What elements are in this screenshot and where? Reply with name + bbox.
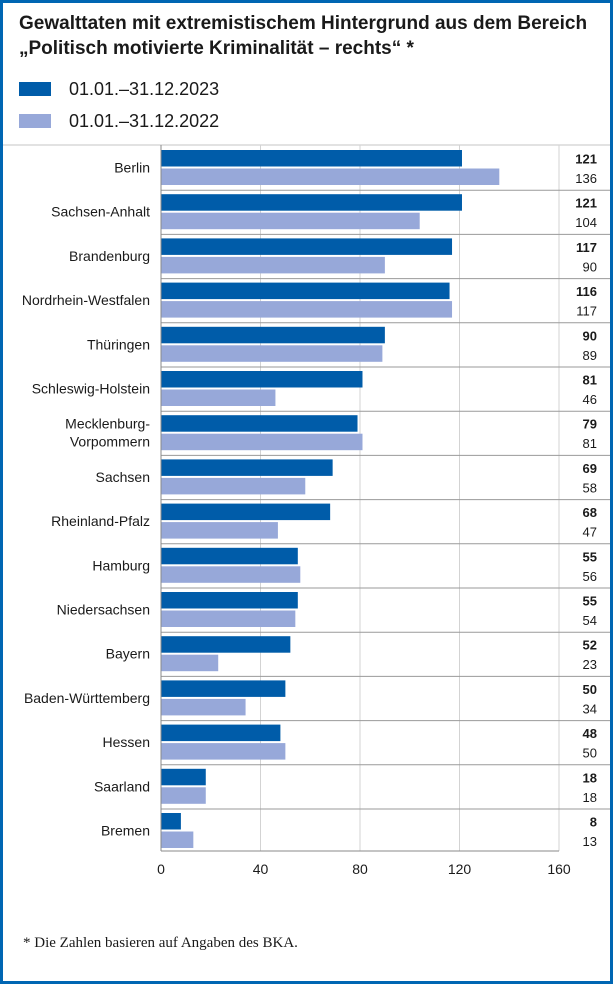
value-label-2022: 104 bbox=[575, 215, 597, 230]
bar-2023 bbox=[161, 503, 331, 521]
category-label: Hessen bbox=[103, 734, 150, 750]
bar-2023 bbox=[161, 371, 363, 388]
bar-2023 bbox=[161, 680, 286, 697]
bar-2022 bbox=[161, 831, 194, 848]
value-label-2023: 121 bbox=[575, 196, 597, 211]
bar-2022 bbox=[161, 433, 363, 451]
value-label-2022: 18 bbox=[583, 790, 597, 805]
category-label: Nordrhein-Westfalen bbox=[22, 292, 150, 308]
bar-2023 bbox=[161, 194, 462, 211]
value-label-2023: 48 bbox=[583, 726, 597, 741]
bar-2023 bbox=[161, 636, 291, 653]
legend-item-2022: 01.01.–31.12.2022 bbox=[19, 109, 219, 133]
category-label: Saarland bbox=[94, 778, 150, 794]
category-label: Rheinland-Pfalz bbox=[51, 513, 150, 529]
bar-2022 bbox=[161, 168, 500, 185]
category-label: Berlin bbox=[114, 160, 150, 176]
bar-2022 bbox=[161, 787, 206, 804]
category-label: Brandenburg bbox=[69, 248, 150, 264]
value-label-2022: 13 bbox=[583, 834, 597, 849]
category-label: Sachsen bbox=[96, 469, 150, 485]
x-tick-label: 40 bbox=[253, 861, 269, 877]
legend-label-2022: 01.01.–31.12.2022 bbox=[69, 110, 220, 131]
value-label-2022: 89 bbox=[583, 348, 597, 363]
x-tick-label: 160 bbox=[547, 861, 571, 877]
value-label-2022: 46 bbox=[583, 392, 597, 407]
category-label: Sachsen-Anhalt bbox=[51, 204, 150, 220]
bar-2022 bbox=[161, 256, 385, 274]
value-label-2022: 50 bbox=[583, 746, 597, 761]
value-label-2023: 69 bbox=[583, 461, 597, 476]
category-label: Thüringen bbox=[87, 336, 150, 352]
value-label-2022: 23 bbox=[583, 657, 597, 672]
bar-2022 bbox=[161, 522, 278, 539]
category-label: Vorpommern bbox=[70, 434, 150, 450]
bar-2023 bbox=[161, 459, 333, 476]
bar-2022 bbox=[161, 477, 306, 495]
bar-2023 bbox=[161, 415, 358, 432]
value-label-2023: 18 bbox=[583, 770, 597, 785]
footnote: * Die Zahlen basieren auf Angaben des BK… bbox=[23, 935, 298, 951]
bar-2023 bbox=[161, 768, 206, 786]
value-label-2023: 116 bbox=[576, 284, 597, 299]
legend-label-2023: 01.01.–31.12.2023 bbox=[69, 78, 220, 99]
value-label-2023: 79 bbox=[583, 417, 597, 432]
category-label: Schleswig-Holstein bbox=[32, 381, 150, 397]
value-label-2023: 81 bbox=[583, 373, 597, 388]
value-label-2022: 58 bbox=[583, 480, 597, 495]
bar-2022 bbox=[161, 654, 219, 672]
category-label: Bremen bbox=[101, 823, 150, 839]
bar-2023 bbox=[161, 592, 298, 609]
bar-2022 bbox=[161, 301, 453, 318]
bar-2022 bbox=[161, 345, 383, 362]
legend-item-2023: 01.01.–31.12.2023 bbox=[19, 77, 219, 101]
value-label-2022: 90 bbox=[583, 259, 597, 274]
value-label-2022: 34 bbox=[583, 701, 597, 716]
bar-2023 bbox=[161, 547, 298, 565]
bar-2022 bbox=[161, 743, 286, 760]
category-label: Mecklenburg- bbox=[65, 416, 150, 432]
category-label: Niedersachsen bbox=[57, 602, 150, 618]
bar-2022 bbox=[161, 610, 296, 627]
category-label: Bayern bbox=[106, 646, 150, 662]
bar-2022 bbox=[161, 389, 276, 406]
legend-swatch-2023 bbox=[19, 82, 51, 96]
value-label-2023: 68 bbox=[583, 505, 597, 520]
bar-2023 bbox=[161, 724, 281, 742]
chart-title: Gewalttaten mit extremistischem Hintergr… bbox=[19, 13, 588, 59]
value-label-2023: 121 bbox=[575, 152, 597, 167]
bar-2023 bbox=[161, 282, 450, 300]
value-label-2023: 50 bbox=[583, 682, 597, 697]
value-label-2023: 55 bbox=[583, 549, 597, 564]
x-tick-label: 80 bbox=[352, 861, 368, 877]
value-label-2022: 136 bbox=[575, 171, 597, 186]
value-label-2023: 8 bbox=[590, 815, 597, 830]
bar-2023 bbox=[161, 326, 385, 344]
bar-2022 bbox=[161, 698, 246, 716]
bar-2022 bbox=[161, 212, 420, 230]
bar-2023 bbox=[161, 238, 453, 255]
bar-2022 bbox=[161, 566, 301, 583]
bar-2023 bbox=[161, 150, 462, 167]
value-label-2023: 117 bbox=[576, 240, 597, 255]
legend-swatch-2022 bbox=[19, 114, 51, 128]
value-label-2022: 54 bbox=[583, 613, 597, 628]
value-label-2023: 90 bbox=[583, 328, 597, 343]
value-label-2022: 117 bbox=[576, 304, 597, 319]
bar-2023 bbox=[161, 813, 181, 830]
value-label-2022: 56 bbox=[583, 569, 597, 584]
value-label-2022: 47 bbox=[583, 525, 597, 540]
value-label-2023: 52 bbox=[583, 638, 597, 653]
category-label: Hamburg bbox=[92, 557, 150, 573]
x-tick-label: 0 bbox=[157, 861, 165, 877]
category-label: Baden-Württemberg bbox=[24, 690, 150, 706]
x-tick-label: 120 bbox=[448, 861, 472, 877]
value-label-2023: 55 bbox=[583, 594, 597, 609]
value-label-2022: 81 bbox=[583, 436, 597, 451]
